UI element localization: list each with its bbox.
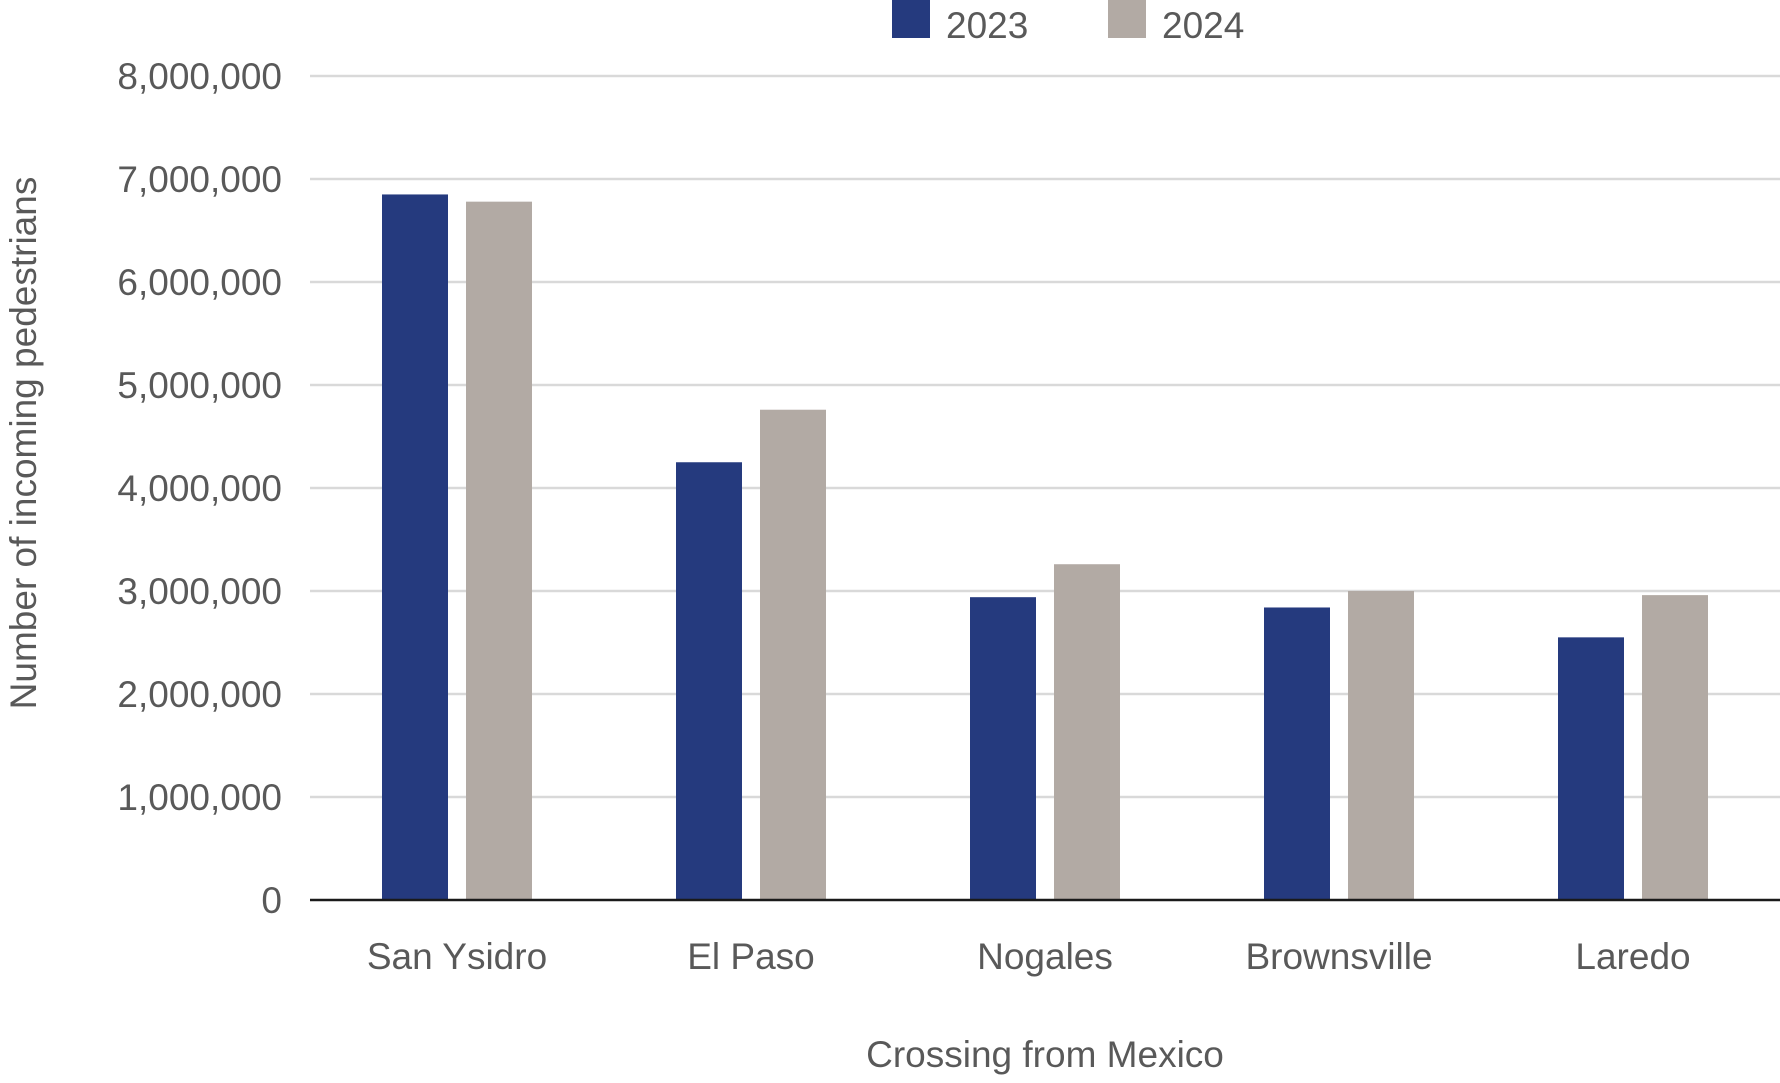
- legend-label: 2024: [1162, 5, 1244, 46]
- bar-2024-san-ysidro: [466, 201, 532, 900]
- x-axis-ticks: San Ysidro El Paso Nogales Brownsville Lared…: [367, 936, 1691, 977]
- bar-2024-el-paso: [760, 409, 826, 900]
- x-axis-title: Crossing from Mexico: [866, 1034, 1224, 1075]
- x-tick-label: Laredo: [1575, 936, 1690, 977]
- bar-2024-nogales: [1054, 564, 1120, 900]
- x-tick-label: El Paso: [687, 936, 815, 977]
- gridlines: [310, 74, 1780, 799]
- y-tick-label: 3,000,000: [117, 571, 282, 612]
- bar-2024-laredo: [1642, 595, 1708, 900]
- y-tick-label: 2,000,000: [117, 674, 282, 715]
- chart-legend: 2023 2024: [892, 0, 1244, 46]
- x-tick-label: San Ysidro: [367, 936, 547, 977]
- y-tick-label: 8,000,000: [117, 56, 282, 97]
- y-tick-label: 6,000,000: [117, 262, 282, 303]
- y-tick-label: 0: [261, 880, 282, 921]
- x-tick-label: Brownsville: [1245, 936, 1432, 977]
- y-axis-title: Number of incoming pedestrians: [3, 177, 44, 710]
- bar-2023-brownsville: [1264, 607, 1330, 900]
- x-tick-label: Nogales: [977, 936, 1113, 977]
- y-tick-label: 4,000,000: [117, 468, 282, 509]
- bar-2023-nogales: [970, 597, 1036, 900]
- y-tick-label: 5,000,000: [117, 365, 282, 406]
- legend-swatch-2023: [892, 0, 930, 38]
- bars: [382, 194, 1708, 900]
- y-axis-ticks: 0 1,000,000 2,000,000 3,000,000 4,000,000 5,0…: [117, 56, 282, 921]
- y-tick-label: 7,000,000: [117, 159, 282, 200]
- legend-swatch-2024: [1108, 0, 1146, 38]
- bar-2024-brownsville: [1348, 591, 1414, 900]
- bar-2023-laredo: [1558, 637, 1624, 900]
- bar-2023-el-paso: [676, 462, 742, 900]
- bar-2023-san-ysidro: [382, 194, 448, 900]
- y-tick-label: 1,000,000: [117, 777, 282, 818]
- legend-label: 2023: [946, 5, 1028, 46]
